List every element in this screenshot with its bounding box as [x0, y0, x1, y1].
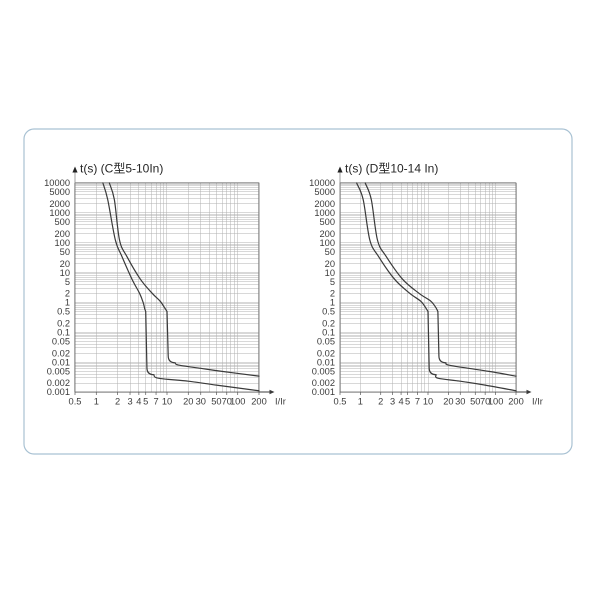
svg-text:4: 4 — [136, 397, 141, 407]
svg-text:t(s) (D型10-14 In): t(s) (D型10-14 In) — [345, 162, 438, 176]
svg-text:200: 200 — [251, 397, 267, 407]
svg-text:0.005: 0.005 — [312, 366, 335, 376]
svg-text:1: 1 — [94, 397, 99, 407]
svg-text:20: 20 — [183, 397, 193, 407]
svg-text:5: 5 — [405, 397, 410, 407]
svg-text:7: 7 — [153, 397, 158, 407]
svg-text:0.5: 0.5 — [57, 307, 70, 317]
svg-text:0.5: 0.5 — [69, 397, 82, 407]
svg-text:4: 4 — [398, 397, 403, 407]
svg-text:5: 5 — [143, 397, 148, 407]
svg-text:0.001: 0.001 — [312, 387, 335, 397]
svg-text:0.5: 0.5 — [334, 397, 347, 407]
svg-text:5000: 5000 — [49, 187, 70, 197]
svg-text:100: 100 — [488, 397, 504, 407]
svg-text:2: 2 — [378, 397, 383, 407]
svg-text:3: 3 — [127, 397, 132, 407]
svg-text:5: 5 — [65, 277, 70, 287]
svg-text:30: 30 — [196, 397, 206, 407]
svg-text:0.05: 0.05 — [317, 336, 335, 346]
svg-text:3: 3 — [390, 397, 395, 407]
svg-text:50: 50 — [211, 397, 221, 407]
svg-text:0.05: 0.05 — [52, 336, 70, 346]
svg-text:500: 500 — [319, 217, 335, 227]
svg-text:I/Ir: I/Ir — [275, 397, 286, 407]
svg-text:20: 20 — [443, 397, 453, 407]
svg-text:50: 50 — [470, 397, 480, 407]
svg-text:10: 10 — [423, 397, 433, 407]
svg-text:0.001: 0.001 — [47, 387, 70, 397]
svg-text:200: 200 — [508, 397, 524, 407]
svg-text:50: 50 — [60, 247, 70, 257]
svg-text:7: 7 — [415, 397, 420, 407]
svg-text:1: 1 — [358, 397, 363, 407]
svg-text:0.5: 0.5 — [322, 307, 335, 317]
svg-text:500: 500 — [54, 217, 70, 227]
svg-text:t(s) (C型5-10In): t(s) (C型5-10In) — [80, 162, 163, 176]
svg-text:50: 50 — [325, 247, 335, 257]
svg-text:30: 30 — [455, 397, 465, 407]
svg-text:5000: 5000 — [314, 187, 335, 197]
svg-text:100: 100 — [230, 397, 246, 407]
svg-text:2: 2 — [115, 397, 120, 407]
svg-text:5: 5 — [330, 277, 335, 287]
svg-text:10: 10 — [162, 397, 172, 407]
svg-text:0.005: 0.005 — [47, 366, 70, 376]
svg-text:I/Ir: I/Ir — [532, 397, 543, 407]
